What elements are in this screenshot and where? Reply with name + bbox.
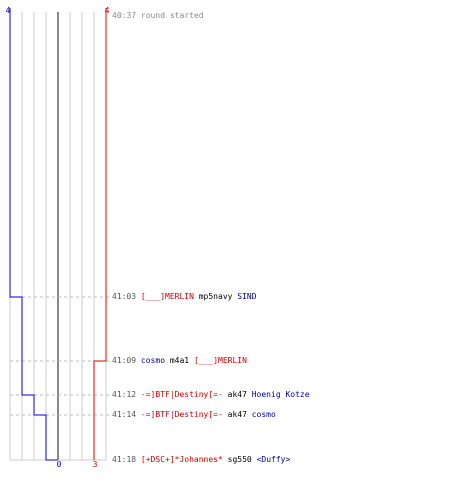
event-killer: -=]BTF|Destiny[=- bbox=[140, 390, 223, 399]
event-killer: [+DSC+]*Johannes* bbox=[140, 455, 223, 464]
event-killer: [___]MERLIN bbox=[140, 292, 194, 301]
event-weapon: ak47 bbox=[227, 390, 247, 399]
event-weapon: ak47 bbox=[227, 410, 247, 419]
event-weapon: sg550 bbox=[227, 455, 252, 464]
event-row: 41:09 cosmo m4a1 [___]MERLIN bbox=[112, 356, 247, 366]
event-time: 40:37 bbox=[112, 11, 137, 20]
blue-start-count: 4 bbox=[6, 6, 11, 15]
event-victim: cosmo bbox=[251, 410, 276, 419]
event-victim: SIND bbox=[237, 292, 257, 301]
blue-end-count: 0 bbox=[57, 460, 62, 469]
event-weapon: m4a1 bbox=[169, 356, 190, 365]
event-killer: -=]BTF|Destiny[=- bbox=[140, 410, 223, 419]
red-team-alive-line bbox=[93, 8, 107, 460]
event-time: 41:03 bbox=[112, 292, 137, 301]
event-row: 41:14 -=]BTF|Destiny[=- ak47 cosmo bbox=[112, 410, 276, 420]
event-killer: cosmo bbox=[140, 356, 166, 365]
event-row: 41:18 [+DSC+]*Johannes* sg550 <Duffy> bbox=[112, 455, 290, 465]
event-row: 41:03 [___]MERLIN mp5navy SIND bbox=[112, 292, 257, 302]
event-time: 41:18 bbox=[112, 455, 137, 464]
event-guide-lines bbox=[10, 296, 110, 416]
player-grid bbox=[9, 12, 107, 461]
event-text: round started bbox=[140, 11, 204, 20]
event-weapon: mp5navy bbox=[198, 292, 233, 301]
event-time: 41:12 bbox=[112, 390, 137, 399]
event-time: 41:14 bbox=[112, 410, 137, 419]
event-victim: [___]MERLIN bbox=[193, 356, 247, 365]
red-end-count: 3 bbox=[93, 460, 98, 469]
event-row: 41:12 -=]BTF|Destiny[=- ak47 Hoenig Kotz… bbox=[112, 390, 310, 400]
event-victim: <Duffy> bbox=[256, 455, 291, 464]
event-row-start: 40:37 round started bbox=[112, 11, 204, 21]
blue-team-alive-line bbox=[9, 8, 58, 461]
red-start-count: 4 bbox=[105, 6, 110, 15]
event-victim: Hoenig Kotze bbox=[251, 390, 310, 399]
event-time: 41:09 bbox=[112, 356, 137, 365]
